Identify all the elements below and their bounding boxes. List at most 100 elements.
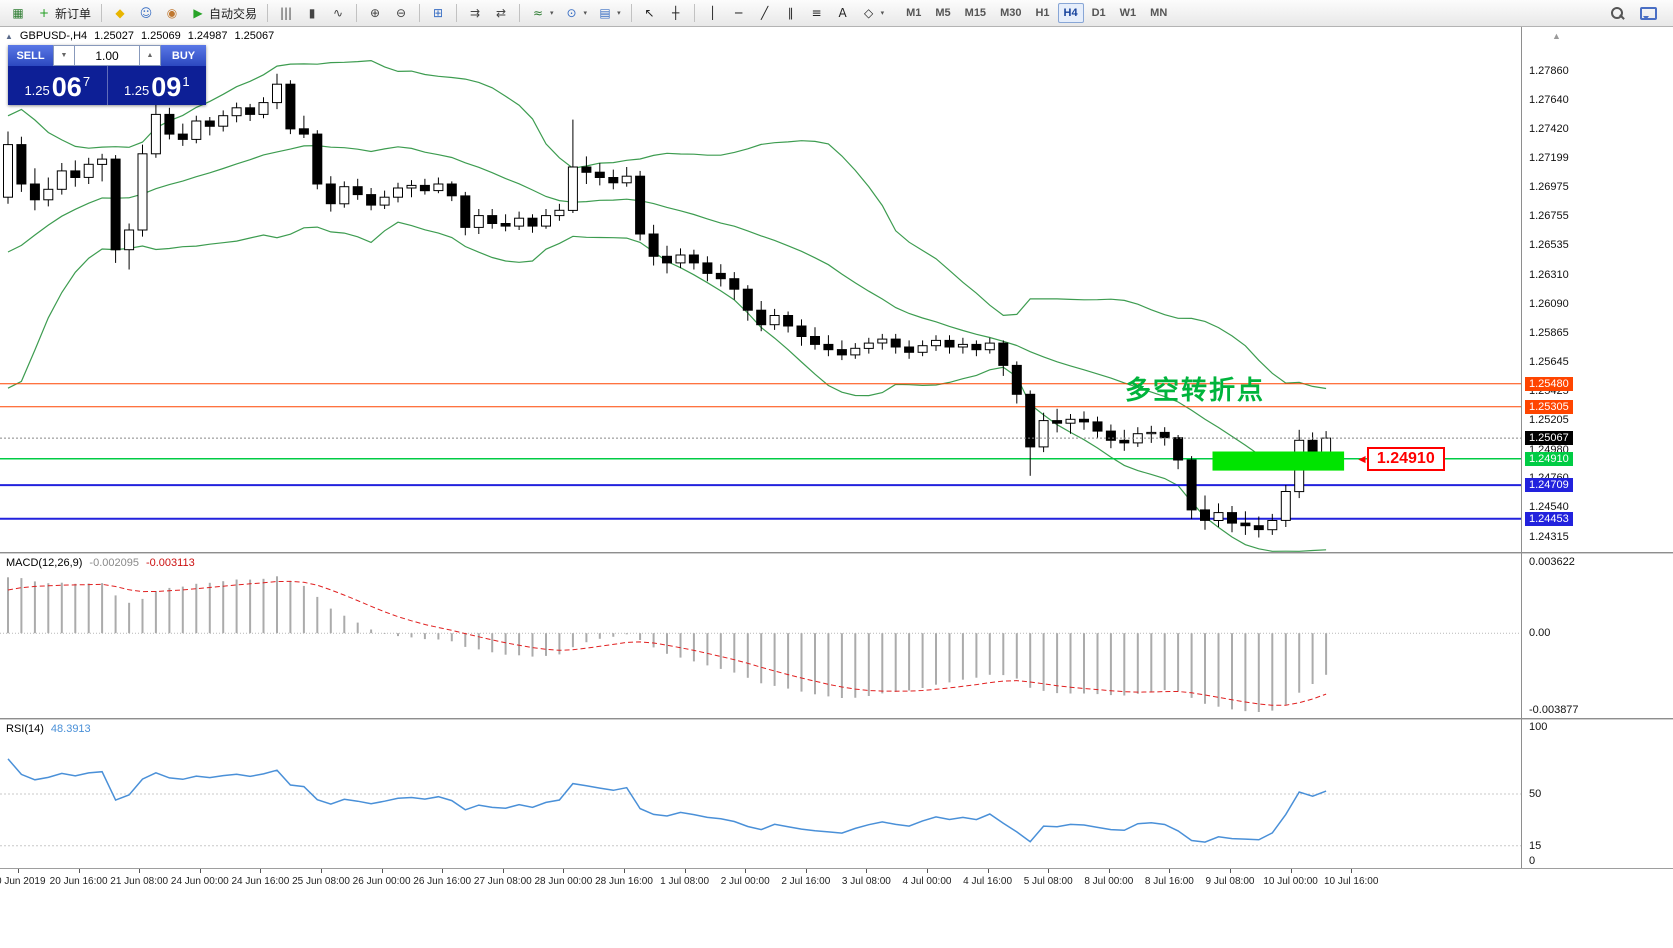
channel-button[interactable]: ∥	[778, 3, 804, 24]
rsi-axis: 100 50 15 0	[1522, 720, 1673, 868]
fibonacci-button[interactable]: ≡	[804, 3, 830, 24]
turning-point-annotation: 多空转折点	[1125, 375, 1266, 405]
toolbar-separator	[356, 4, 358, 22]
price-chart[interactable]	[0, 27, 1522, 552]
current-price-label: 1.25067	[1525, 431, 1573, 446]
cursor-button[interactable]: ↖	[637, 3, 663, 24]
timeframe-mn[interactable]: MN	[1150, 7, 1168, 19]
time-axis-label: 28 Jun 16:00	[595, 876, 653, 887]
zoom-in-button[interactable]: ⊕	[362, 3, 388, 24]
time-axis-label: 24 Jun 16:00	[231, 876, 290, 887]
timeframe-h4[interactable]: H4	[1057, 3, 1084, 23]
rsi-axis-label: 15	[1529, 839, 1542, 852]
timeframe-m30[interactable]: M30	[1000, 7, 1022, 19]
price-axis-label: 1.27199	[1529, 151, 1569, 164]
search-button[interactable]	[1604, 3, 1630, 24]
volume-input[interactable]: 1.00	[75, 45, 139, 66]
macd-panel[interactable]	[0, 554, 1522, 718]
sell-price[interactable]: 1.25 06 7	[8, 66, 108, 105]
volume-increase-button[interactable]: ▲	[139, 45, 161, 66]
app-button[interactable]: ▦	[5, 3, 31, 24]
accounts-button[interactable]: ☺	[133, 3, 159, 24]
vertical-line-button[interactable]: │	[700, 3, 726, 24]
time-axis-label: 4 Jul 16:00	[963, 876, 1013, 887]
macd-signal-value: -0.003113	[145, 557, 195, 569]
text-button[interactable]: A	[830, 3, 856, 24]
buy-price[interactable]: 1.25 09 1	[108, 66, 207, 105]
search-icon	[1609, 5, 1625, 21]
time-axis-label: 1 Jul 08:00	[660, 876, 710, 887]
time-axis-label: 2 Jul 00:00	[720, 876, 770, 887]
timeframe-w1[interactable]: W1	[1119, 7, 1137, 19]
volume-decrease-button[interactable]: ▼	[53, 45, 75, 66]
arrows-icon: ◇	[863, 6, 874, 20]
new-order-button-label: 新订单	[55, 6, 92, 21]
sell-price-pips: 06	[51, 72, 82, 102]
toolbar-right	[1604, 3, 1668, 24]
vertical-line-icon: │	[708, 6, 717, 20]
time-axis-label: 5 Jul 08:00	[1023, 876, 1073, 887]
timeframe-m5[interactable]: M5	[935, 7, 951, 19]
time-axis-tick	[321, 869, 322, 873]
buy-button[interactable]: BUY	[161, 45, 206, 66]
macd-axis-label: -0.003877	[1529, 704, 1579, 716]
one-click-toggle-icon[interactable]: ▲	[5, 31, 13, 41]
autotrading-button[interactable]: ▶ 自动交易	[185, 3, 262, 24]
chart-info: ▲ GBPUSD-,H4 1.25027 1.25069 1.24987 1.2…	[5, 30, 274, 42]
rsi-panel[interactable]	[0, 720, 1522, 868]
time-axis-label: 8 Jul 00:00	[1084, 876, 1134, 887]
trendline-button[interactable]: ╱	[752, 3, 778, 24]
bar-chart-button[interactable]: |||	[273, 3, 299, 24]
candlestick-chart-button[interactable]: ▮	[299, 3, 325, 24]
chat-icon	[1639, 5, 1657, 21]
play-icon: ▶	[193, 6, 203, 20]
price-target-label: 1.24910	[1366, 447, 1445, 471]
axis-divider	[1521, 27, 1522, 868]
timeframe-m1[interactable]: M1	[906, 7, 922, 19]
community-button[interactable]: ◉	[159, 3, 185, 24]
timeframe-toolbar: M1 M5 M15 M30 H1 H4 D1 W1 MN	[899, 3, 1174, 23]
timeframe-h1[interactable]: H1	[1035, 7, 1050, 19]
auto-scroll-icon: ⇉	[470, 6, 481, 20]
time-axis-tick	[866, 869, 868, 873]
timeframe-d1[interactable]: D1	[1091, 7, 1106, 19]
templates-button[interactable]: ▤ ▾	[592, 3, 626, 24]
line-chart-button[interactable]: ∿	[325, 3, 351, 24]
crosshair-button[interactable]: ┼	[663, 3, 689, 24]
horizontal-line-button[interactable]: ─	[726, 3, 752, 24]
sell-button[interactable]: SELL	[8, 45, 53, 66]
buy-price-pips: 09	[151, 72, 182, 102]
sell-price-point: 7	[82, 74, 91, 89]
buy-price-point: 1	[182, 74, 190, 89]
chart-shift-button[interactable]: ⇄	[488, 3, 514, 24]
tile-windows-button[interactable]: ⊞	[425, 3, 451, 24]
price-axis-label: 1.26535	[1529, 239, 1569, 252]
macd-axis: 0.003622 0.00 -0.003877	[1522, 554, 1673, 718]
auto-scroll-button[interactable]: ⇉	[462, 3, 488, 24]
timeframe-m15[interactable]: M15	[964, 7, 987, 19]
time-axis-tick	[1290, 869, 1292, 873]
price-axis[interactable]: 1.27860 1.27640 1.27420 1.27199 1.26975 1.267…	[1522, 27, 1673, 552]
trendline-icon: ╱	[760, 6, 769, 20]
indicators-button[interactable]: ≈ ▾	[525, 3, 559, 24]
time-axis-tick	[745, 869, 747, 873]
time-axis-label: 3 Jul 08:00	[841, 876, 891, 887]
zoom-out-button[interactable]: ⊖	[388, 3, 414, 24]
buy-price-head: 1.25	[123, 83, 150, 98]
bar-chart-icon: |||	[279, 6, 293, 20]
periods-button[interactable]: ⊙ ▾	[559, 3, 593, 24]
rsi-pane-divider[interactable]	[0, 718, 1673, 720]
chart-close-value: 1.25067	[234, 30, 275, 42]
new-order-button[interactable]: + 新订单	[31, 3, 96, 24]
time-axis-tick	[18, 869, 19, 873]
metaeditor-button[interactable]: ◆	[107, 3, 133, 24]
clock-icon: ⊙	[566, 6, 577, 20]
time-axis-label: 10 Jul 16:00	[1323, 876, 1379, 887]
time-axis-tick	[260, 869, 262, 873]
arrows-button[interactable]: ◇ ▾	[856, 3, 890, 24]
time-axis-tick	[563, 869, 565, 873]
macd-pane-divider[interactable]	[0, 552, 1673, 554]
chat-button[interactable]	[1634, 3, 1660, 24]
